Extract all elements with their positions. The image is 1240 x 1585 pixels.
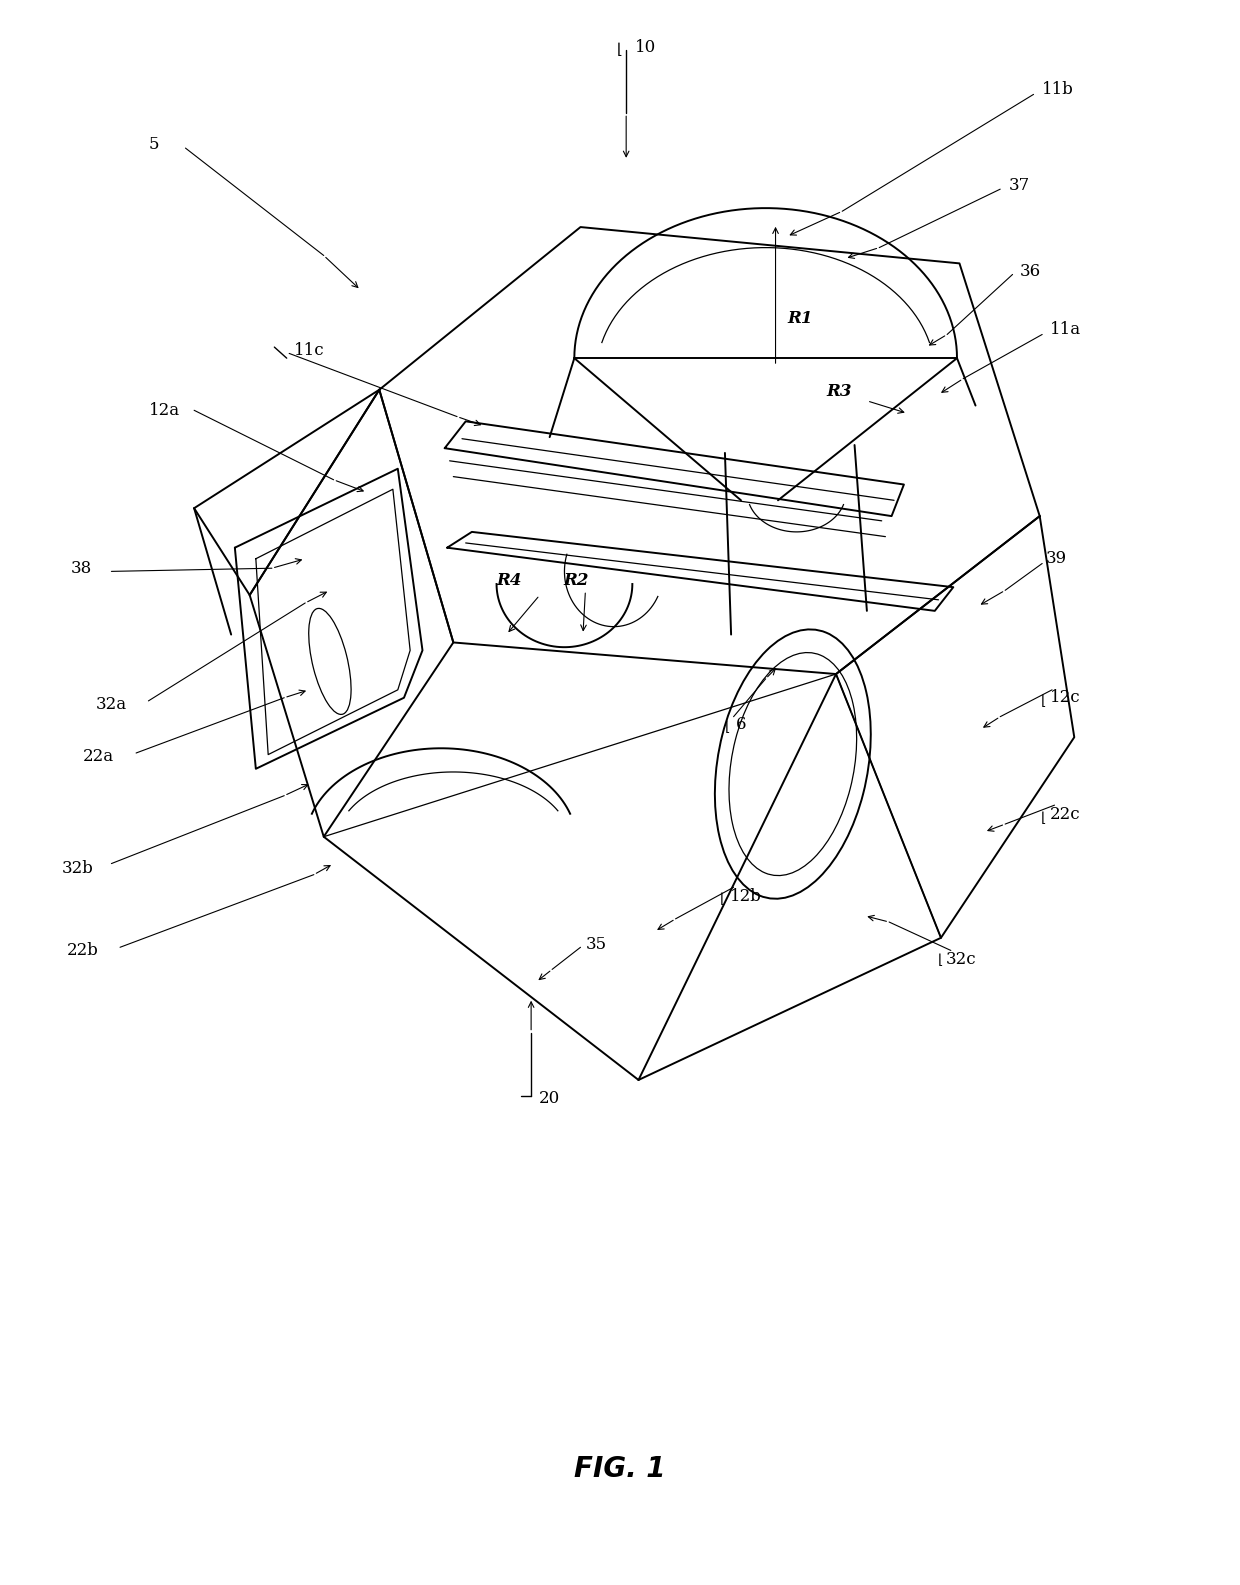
Text: $\lfloor$: $\lfloor$ — [724, 718, 730, 734]
Text: 39: 39 — [1045, 550, 1066, 567]
Text: R3: R3 — [826, 384, 852, 399]
Text: 35: 35 — [585, 935, 606, 953]
Text: 38: 38 — [71, 560, 92, 577]
Text: 11a: 11a — [1049, 322, 1081, 338]
Text: 11c: 11c — [294, 342, 325, 358]
Text: R4: R4 — [496, 572, 522, 590]
Text: 11b: 11b — [1042, 81, 1074, 98]
Text: 20: 20 — [538, 1090, 559, 1108]
Text: 22b: 22b — [67, 941, 99, 959]
Text: $\lfloor$: $\lfloor$ — [937, 951, 944, 968]
Text: 12a: 12a — [149, 401, 180, 418]
Text: 6: 6 — [737, 716, 746, 734]
Text: 5: 5 — [149, 136, 159, 154]
Text: FIG. 1: FIG. 1 — [574, 1455, 666, 1482]
Text: 32c: 32c — [946, 951, 977, 968]
Text: 22c: 22c — [1049, 807, 1080, 823]
Text: 12b: 12b — [730, 888, 761, 905]
Text: R2: R2 — [563, 572, 589, 590]
Text: R1: R1 — [787, 311, 813, 327]
Text: 36: 36 — [1021, 263, 1042, 281]
Text: 10: 10 — [635, 38, 656, 55]
Text: 37: 37 — [1009, 178, 1030, 195]
Text: 32a: 32a — [95, 696, 126, 713]
Text: $\lfloor$: $\lfloor$ — [1039, 810, 1045, 826]
Text: $\lfloor$: $\lfloor$ — [1039, 693, 1045, 710]
Text: 32b: 32b — [62, 859, 94, 877]
Text: $\lfloor$: $\lfloor$ — [719, 889, 725, 907]
Text: 12c: 12c — [1049, 689, 1080, 707]
Text: 22a: 22a — [83, 748, 114, 764]
Text: $\lfloor$: $\lfloor$ — [616, 40, 622, 57]
